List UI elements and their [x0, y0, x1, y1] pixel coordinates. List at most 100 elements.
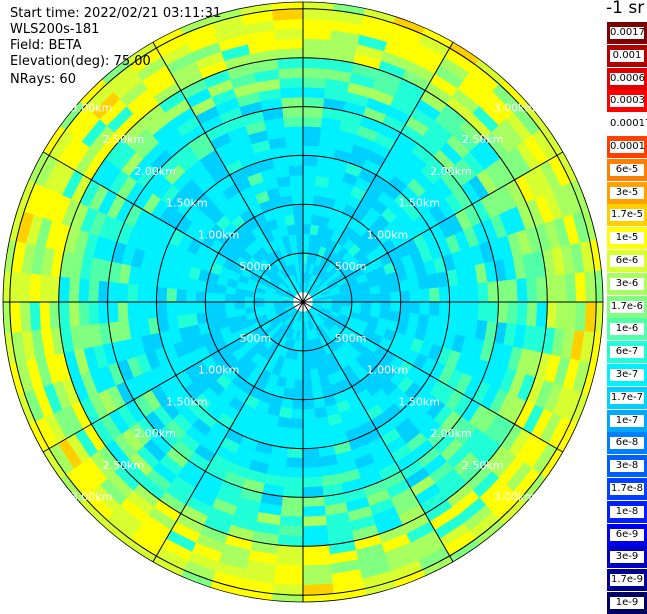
colorbar-swatch: 1.7e-7	[607, 386, 647, 409]
data-cell	[288, 164, 304, 177]
data-cell	[302, 437, 319, 449]
data-cell	[302, 398, 315, 410]
nrays-text: NRays: 60	[10, 72, 76, 87]
data-cell	[280, 505, 304, 518]
data-cell	[379, 283, 391, 295]
colorbar-tick-label: 0.00017	[610, 118, 647, 131]
data-cell	[292, 203, 304, 215]
range-label: 1.50km	[398, 197, 440, 210]
data-cell	[370, 301, 382, 311]
data-cell	[290, 184, 304, 196]
data-cell	[341, 296, 353, 303]
data-cell	[274, 28, 304, 40]
data-cell	[497, 280, 509, 303]
colorbar-tick-label: 0.0017	[610, 27, 645, 39]
colorbar-swatch: 1e-6	[607, 318, 647, 341]
data-cell	[77, 278, 90, 303]
data-cell	[58, 301, 71, 328]
data-cell	[302, 369, 312, 381]
data-cell	[298, 262, 304, 274]
data-cell	[438, 301, 450, 318]
data-cell	[477, 301, 490, 322]
data-cell	[584, 301, 597, 333]
colorbar-swatch: 3e-6	[607, 272, 647, 295]
data-cell	[302, 174, 317, 186]
data-cell	[302, 330, 308, 342]
colorbar-tick-label: 1.7e-9	[610, 574, 644, 587]
range-label: 2.00km	[430, 165, 472, 178]
data-cell	[302, 8, 334, 21]
data-cell	[146, 301, 158, 319]
colorbar-swatch: 6e-7	[607, 341, 647, 364]
data-cell	[293, 379, 304, 391]
colorbar-tick-label: 6e-7	[610, 346, 644, 359]
data-cell	[292, 389, 304, 401]
data-cell	[214, 301, 226, 312]
range-label: 500m	[335, 260, 367, 273]
data-cell	[302, 486, 324, 498]
data-cell	[275, 37, 304, 50]
colorbar-tick-label: 1.7e-8	[610, 483, 644, 495]
field-text: Field: BETA	[10, 38, 82, 53]
range-grid	[2, 1, 604, 603]
data-cell	[279, 76, 304, 89]
range-label: 2.50km	[462, 133, 504, 146]
data-cell	[278, 67, 304, 79]
data-cell	[302, 505, 326, 518]
colorbar-unit: -1 sr	[606, 0, 645, 18]
colorbar-tick-label: 3e-6	[610, 277, 644, 290]
data-cell	[302, 476, 323, 489]
data-cell	[107, 281, 119, 303]
azimuth-spoke	[42, 151, 304, 303]
data-cell	[302, 389, 314, 401]
data-cell	[284, 466, 304, 479]
range-label: 3.00km	[71, 101, 113, 114]
data-cell	[116, 301, 129, 322]
colorbar-tick-label: 1.7e-5	[610, 209, 644, 222]
data-cell	[574, 272, 587, 303]
data-cell	[279, 515, 304, 528]
data-cell	[294, 223, 304, 235]
colorbar-tick-label: 1.7e-6	[610, 300, 644, 313]
data-cell	[467, 301, 480, 321]
data-cell	[146, 285, 158, 303]
colorbar-tick-label: 6e-5	[610, 163, 644, 176]
data-cell	[360, 294, 372, 303]
data-cell	[285, 135, 304, 147]
data-cell	[288, 427, 304, 440]
colorbar-swatch: 1.7e-5	[607, 204, 647, 227]
colorbar-tick-label: 3e-5	[610, 186, 644, 199]
colorbar-swatch: 6e-9	[607, 523, 647, 546]
data-cell	[175, 301, 187, 316]
colorbar-swatch: 0.001	[607, 44, 647, 67]
data-cell	[302, 145, 320, 157]
colorbar-swatch: 0.00017	[607, 113, 647, 136]
colorbar-swatch: 3e-8	[607, 455, 647, 478]
data-cell	[38, 274, 51, 303]
data-cell	[293, 213, 304, 225]
colorbar-tick-label: 1e-7	[610, 414, 644, 427]
data-cell	[302, 106, 324, 118]
data-cell	[448, 285, 460, 303]
data-cell	[284, 125, 304, 138]
data-cell	[116, 282, 129, 303]
data-cell	[302, 57, 329, 70]
colorbar-swatch: 3e-5	[607, 181, 647, 204]
data-cell	[302, 534, 329, 547]
data-cell	[302, 213, 313, 225]
range-label: 3.00km	[494, 491, 536, 504]
data-cell	[287, 155, 304, 167]
data-cell	[516, 301, 529, 326]
data-cell	[380, 292, 392, 303]
data-cell	[351, 295, 362, 303]
data-cell	[287, 437, 304, 449]
data-cell	[290, 408, 304, 420]
data-cell	[291, 194, 304, 206]
data-cell	[419, 288, 431, 303]
range-label: 1.50km	[166, 395, 208, 408]
data-cell	[273, 573, 304, 586]
data-cell	[302, 573, 333, 586]
data-cell	[291, 398, 304, 410]
azimuth-spoke	[42, 301, 304, 453]
data-cell	[497, 301, 509, 324]
